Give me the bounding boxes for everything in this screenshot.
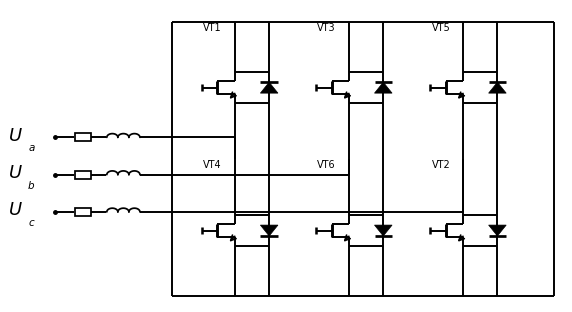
Text: U: U — [9, 201, 22, 219]
Bar — [76, 171, 92, 179]
Polygon shape — [260, 82, 278, 93]
Polygon shape — [488, 225, 506, 236]
Text: VT2: VT2 — [431, 160, 450, 170]
Text: VT4: VT4 — [203, 160, 222, 170]
Text: U: U — [9, 127, 22, 145]
Text: b: b — [28, 181, 35, 191]
Polygon shape — [375, 82, 392, 93]
Polygon shape — [488, 82, 506, 93]
Text: VT5: VT5 — [431, 23, 450, 33]
Text: VT1: VT1 — [203, 23, 222, 33]
Text: c: c — [28, 218, 34, 228]
Polygon shape — [375, 225, 392, 236]
Bar — [76, 208, 92, 216]
Bar — [76, 133, 92, 141]
Text: VT3: VT3 — [317, 23, 336, 33]
Text: U: U — [9, 164, 22, 182]
Polygon shape — [260, 225, 278, 236]
Text: a: a — [28, 143, 34, 153]
Text: VT6: VT6 — [317, 160, 336, 170]
